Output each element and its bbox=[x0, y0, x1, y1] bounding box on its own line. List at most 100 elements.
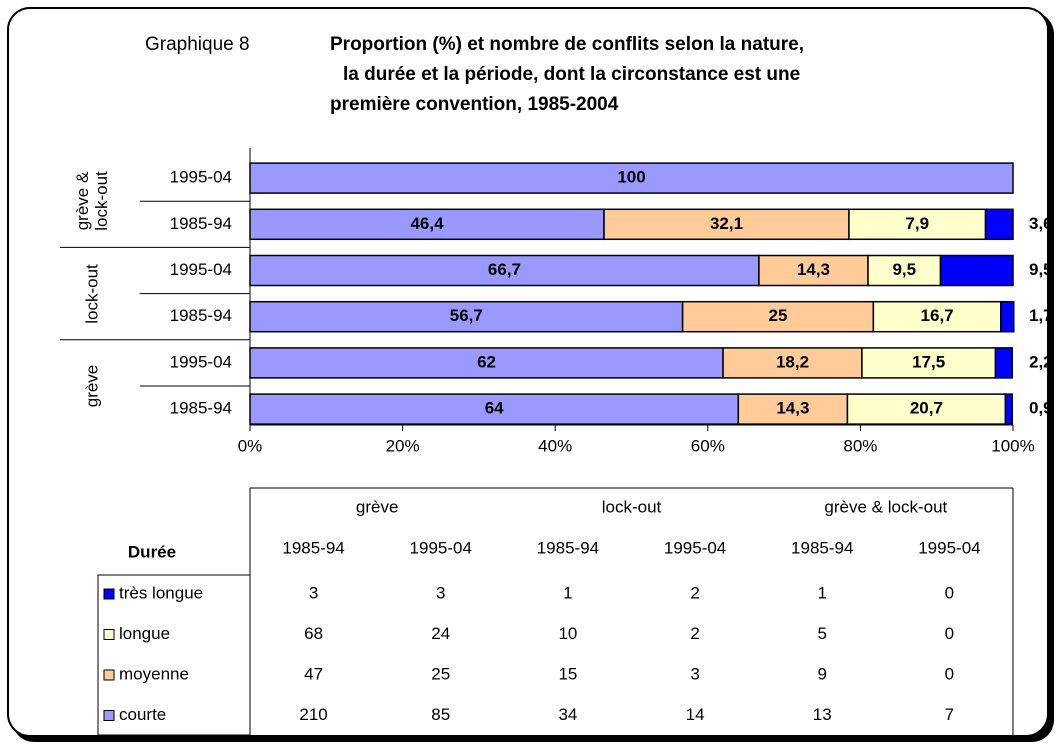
x-tick-label: 40% bbox=[538, 436, 572, 455]
column-group: lock-out bbox=[602, 497, 662, 516]
column-header: 1995-04 bbox=[918, 538, 980, 557]
table-cell: 85 bbox=[431, 705, 450, 724]
legend-swatch bbox=[103, 629, 115, 640]
chart-title: la durée et la période, dont la circonst… bbox=[343, 64, 800, 85]
table-cell: 34 bbox=[558, 705, 577, 724]
bar-segment bbox=[939, 254, 1014, 287]
bar-segment bbox=[1000, 300, 1015, 333]
x-tick-label: 80% bbox=[843, 436, 877, 455]
group-label: lock-out bbox=[82, 263, 102, 324]
column-header: 1985-94 bbox=[791, 538, 853, 557]
data-label: 7,9 bbox=[905, 214, 929, 233]
column-group: grève & lock-out bbox=[824, 497, 947, 516]
data-label: 9,5 bbox=[892, 260, 916, 279]
x-tick-label: 20% bbox=[386, 436, 420, 455]
bar-segment bbox=[867, 254, 942, 287]
chart-label: Graphique 8 bbox=[145, 34, 250, 55]
data-label: 100 bbox=[617, 168, 645, 187]
data-label: 14,3 bbox=[776, 399, 809, 418]
group-label: grève bbox=[82, 364, 102, 408]
data-label: 20,7 bbox=[910, 399, 943, 418]
data-label: 62 bbox=[477, 352, 496, 371]
bar-segment bbox=[249, 393, 740, 425]
data-label: 3,6 bbox=[1029, 214, 1053, 233]
y-tick-label: 1995-04 bbox=[170, 352, 232, 371]
y-tick-label: 1995-04 bbox=[170, 168, 232, 187]
data-label: 18,2 bbox=[776, 352, 809, 371]
table-cell: 2 bbox=[690, 583, 699, 602]
column-header: 1995-04 bbox=[664, 538, 726, 557]
data-label: 46,4 bbox=[410, 214, 444, 233]
table-cell: 25 bbox=[431, 664, 450, 683]
column-header: 1995-04 bbox=[410, 538, 472, 557]
table-cell: 0 bbox=[945, 624, 954, 643]
data-label: 9,5 bbox=[1029, 260, 1053, 279]
bar-segment bbox=[848, 208, 987, 241]
table-cell: 3 bbox=[309, 583, 318, 602]
x-tick-label: 60% bbox=[691, 436, 725, 455]
table-cell: 15 bbox=[558, 664, 577, 683]
group-label: grève & lock-out bbox=[73, 171, 111, 231]
y-tick-label: 1985-94 bbox=[170, 306, 232, 325]
legend-label: courte bbox=[119, 705, 166, 724]
data-label: 1,7 bbox=[1029, 306, 1053, 325]
table-cell: 9 bbox=[818, 664, 827, 683]
table-cell: 0 bbox=[945, 583, 954, 602]
data-label: 66,7 bbox=[488, 260, 521, 279]
bar-segment bbox=[872, 300, 1002, 333]
table-cell: 1 bbox=[563, 583, 572, 602]
table-cell: 5 bbox=[818, 624, 827, 643]
table-cell: 210 bbox=[299, 705, 327, 724]
table-cell: 7 bbox=[945, 705, 954, 724]
data-label: 56,7 bbox=[450, 306, 483, 325]
legend-swatch bbox=[103, 588, 115, 600]
legend-label: moyenne bbox=[119, 664, 189, 683]
y-tick-label: 1985-94 bbox=[170, 214, 232, 233]
data-label: 14,3 bbox=[797, 260, 830, 279]
row-header: Durée bbox=[128, 542, 176, 561]
legend-label: très longue bbox=[119, 583, 203, 602]
y-tick-label: 1985-94 bbox=[170, 399, 232, 418]
bar-segment bbox=[1004, 393, 1013, 425]
bar-segment bbox=[681, 300, 875, 333]
bar-segment bbox=[249, 162, 1014, 194]
bar-segment bbox=[249, 208, 605, 241]
table-cell: 3 bbox=[690, 664, 699, 683]
table-cell: 3 bbox=[436, 583, 445, 602]
bar-segment bbox=[861, 347, 997, 379]
table-cell: 68 bbox=[304, 624, 323, 643]
y-tick-label: 1995-04 bbox=[170, 260, 232, 279]
legend-swatch bbox=[103, 710, 115, 721]
data-label: 2,2 bbox=[1029, 352, 1053, 371]
table-cell: 0 bbox=[945, 664, 954, 683]
data-label: 25 bbox=[769, 306, 788, 325]
data-label: 17,5 bbox=[912, 352, 945, 371]
bar-segment bbox=[249, 347, 724, 379]
data-label: 32,1 bbox=[710, 214, 743, 233]
chart-title: première convention, 1985-2004 bbox=[330, 94, 619, 115]
legend-label: longue bbox=[119, 624, 170, 643]
legend-swatch bbox=[103, 669, 115, 681]
bar-segment bbox=[994, 347, 1013, 379]
column-header: 1985-94 bbox=[282, 538, 344, 557]
data-label: 64 bbox=[485, 399, 504, 418]
table-cell: 1 bbox=[818, 583, 827, 602]
data-label: 0,9 bbox=[1029, 399, 1053, 418]
bar-segment bbox=[984, 208, 1014, 241]
table-cell: 2 bbox=[690, 624, 699, 643]
table-cell: 47 bbox=[304, 664, 323, 683]
bar-segment bbox=[846, 393, 1007, 425]
table-cell: 13 bbox=[813, 705, 832, 724]
table-cell: 10 bbox=[558, 624, 577, 643]
bar-segment bbox=[737, 393, 849, 425]
bar-segment bbox=[603, 208, 850, 241]
table-cell: 24 bbox=[431, 624, 450, 643]
table-line bbox=[97, 574, 251, 736]
x-tick-label: 0% bbox=[238, 436, 263, 455]
data-label: 16,7 bbox=[921, 306, 954, 325]
table-cell: 14 bbox=[686, 705, 705, 724]
column-header: 1985-94 bbox=[537, 538, 599, 557]
chart-title: Proportion (%) et nombre de conflits sel… bbox=[330, 34, 804, 55]
